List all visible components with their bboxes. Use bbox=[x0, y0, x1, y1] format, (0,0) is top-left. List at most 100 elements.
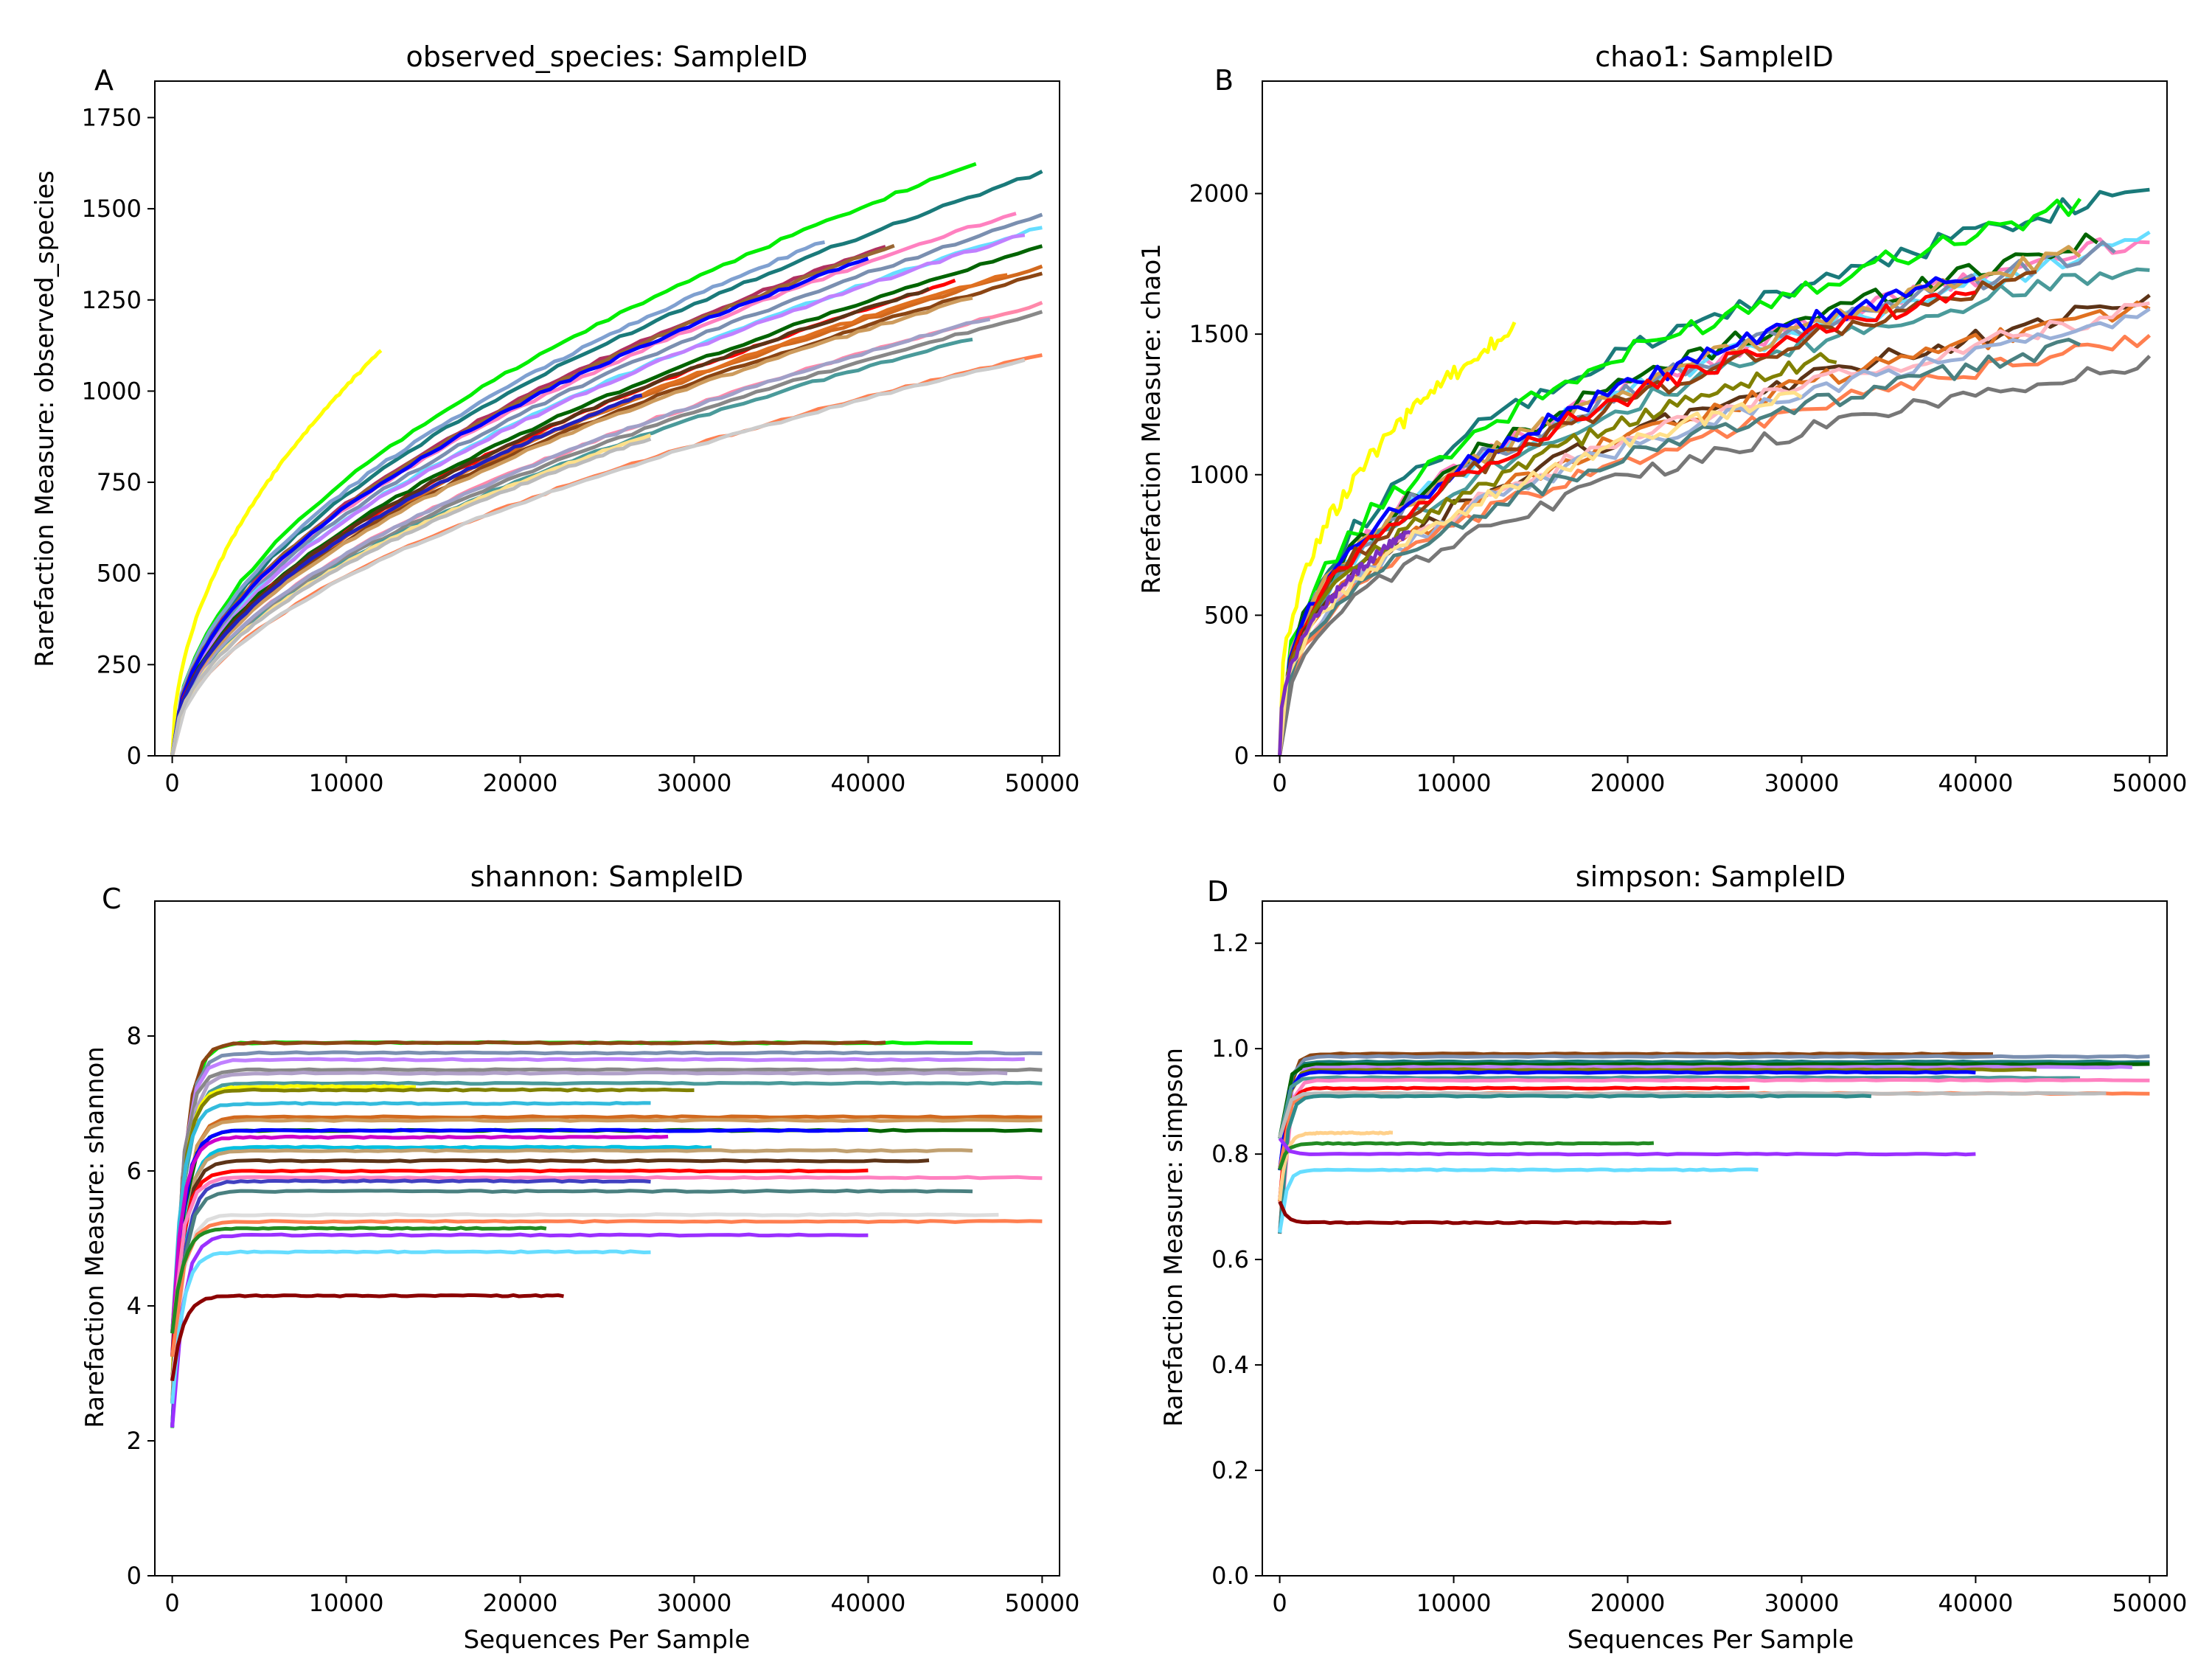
series-line bbox=[1278, 1065, 2132, 1234]
x-tick-label: 50000 bbox=[2112, 1589, 2188, 1617]
series-line bbox=[1278, 338, 2081, 756]
series-line bbox=[170, 240, 825, 756]
series-line bbox=[170, 1249, 651, 1404]
series-line bbox=[1278, 198, 2082, 756]
panel-letter: A bbox=[94, 64, 114, 97]
series-line bbox=[170, 437, 652, 756]
series-line bbox=[1278, 1062, 2150, 1139]
y-tick-label: 0.4 bbox=[1211, 1351, 1249, 1379]
plot-frame bbox=[154, 900, 1060, 1577]
series-line bbox=[170, 1144, 712, 1428]
plot-frame bbox=[154, 80, 1060, 757]
series-line bbox=[1278, 1200, 1672, 1226]
series-group bbox=[170, 1040, 1043, 1428]
series-line bbox=[170, 1232, 869, 1428]
x-tick-label: 30000 bbox=[1764, 769, 1840, 797]
series-line bbox=[170, 1158, 930, 1380]
series-line bbox=[170, 1178, 651, 1428]
y-tick-label: 0.0 bbox=[1211, 1562, 1249, 1590]
series-line bbox=[1278, 1167, 1759, 1234]
series-group bbox=[1278, 187, 2152, 756]
series-line bbox=[170, 1070, 1008, 1428]
panel-a: A observed_species: SampleID Rarefaction… bbox=[30, 41, 1079, 797]
series-line bbox=[170, 1050, 1043, 1381]
series-line bbox=[170, 244, 1043, 756]
series-line bbox=[170, 1127, 1043, 1381]
series-line bbox=[170, 1114, 1043, 1427]
x-tick-label: 10000 bbox=[1416, 1589, 1492, 1617]
x-tick-label: 20000 bbox=[1590, 1589, 1666, 1617]
x-tick-label: 20000 bbox=[1590, 769, 1666, 797]
y-tick-label: 1500 bbox=[1189, 320, 1249, 348]
x-tick-label: 30000 bbox=[657, 769, 732, 797]
series-line bbox=[170, 1189, 973, 1404]
y-tick-label: 250 bbox=[97, 650, 142, 678]
series-line bbox=[170, 393, 643, 756]
series-line bbox=[170, 1057, 1025, 1357]
series-line bbox=[170, 1087, 695, 1358]
series-line bbox=[1278, 300, 2151, 756]
series-group bbox=[1278, 1051, 2150, 1234]
series-line bbox=[170, 1293, 564, 1381]
y-tick-label: 0 bbox=[127, 1562, 142, 1590]
y-axis-label: Rarefaction Measure: observed_species bbox=[30, 170, 60, 667]
series-line bbox=[1278, 1075, 2081, 1139]
series-line bbox=[170, 1118, 1043, 1404]
series-line bbox=[170, 1127, 869, 1356]
series-line bbox=[1278, 391, 1803, 756]
series-line bbox=[170, 278, 956, 756]
series-line bbox=[170, 1084, 417, 1381]
x-tick-label: 20000 bbox=[483, 769, 558, 797]
chart-title: chao1: SampleID bbox=[1595, 41, 1834, 73]
series-line bbox=[1278, 1091, 2150, 1170]
series-line bbox=[1278, 290, 1976, 756]
series-line bbox=[1278, 1054, 2150, 1202]
series-line bbox=[170, 243, 895, 756]
series-line bbox=[1278, 1077, 2150, 1234]
y-tick-label: 1000 bbox=[82, 377, 142, 405]
panel-letter: B bbox=[1214, 64, 1234, 97]
series-line bbox=[1278, 333, 2152, 756]
x-tick-label: 50000 bbox=[1005, 1589, 1080, 1617]
x-tick-label: 0 bbox=[164, 1589, 179, 1617]
series-line bbox=[170, 1212, 999, 1380]
y-tick-label: 0 bbox=[1234, 742, 1249, 770]
x-tick-label: 40000 bbox=[1938, 769, 2014, 797]
series-line bbox=[1278, 1070, 1976, 1170]
x-tick-label: 0 bbox=[1272, 769, 1287, 797]
series-line bbox=[170, 310, 1043, 756]
x-tick-label: 50000 bbox=[2112, 769, 2188, 797]
series-line bbox=[1278, 1094, 1872, 1234]
series-line bbox=[1278, 1085, 1750, 1202]
y-axis-label: Rarefaction Measure: simpson bbox=[1159, 1048, 1189, 1427]
y-tick-label: 8 bbox=[127, 1022, 142, 1050]
x-tick-label: 40000 bbox=[1938, 1589, 2014, 1617]
series-line bbox=[170, 1101, 651, 1333]
y-tick-label: 1000 bbox=[1189, 461, 1249, 489]
series-line bbox=[1278, 1130, 1394, 1202]
series-line bbox=[170, 271, 1043, 755]
x-tick-label: 40000 bbox=[831, 769, 906, 797]
y-tick-label: 750 bbox=[97, 468, 142, 496]
x-tick-label: 10000 bbox=[1416, 769, 1492, 797]
x-axis-label: Sequences Per Sample bbox=[1568, 1625, 1854, 1655]
series-line bbox=[170, 349, 383, 756]
y-tick-label: 1250 bbox=[82, 286, 142, 314]
panel-letter: D bbox=[1207, 875, 1228, 908]
x-tick-label: 10000 bbox=[309, 1589, 384, 1617]
series-line bbox=[170, 161, 977, 756]
series-line bbox=[170, 233, 1026, 756]
x-tick-label: 30000 bbox=[1764, 1589, 1840, 1617]
x-tick-label: 0 bbox=[164, 769, 179, 797]
series-line bbox=[1278, 352, 1837, 756]
panel-b: B chao1: SampleID Rarefaction Measure: c… bbox=[1137, 41, 2187, 797]
y-axis-label: Rarefaction Measure: shannon bbox=[80, 1046, 110, 1428]
series-line bbox=[1278, 1137, 1976, 1157]
chart-title: simpson: SampleID bbox=[1576, 861, 1846, 893]
y-tick-label: 0 bbox=[127, 742, 142, 770]
y-tick-label: 2000 bbox=[1189, 180, 1249, 208]
series-line bbox=[1278, 355, 2152, 756]
series-line bbox=[170, 358, 1026, 756]
series-line bbox=[170, 1040, 886, 1404]
